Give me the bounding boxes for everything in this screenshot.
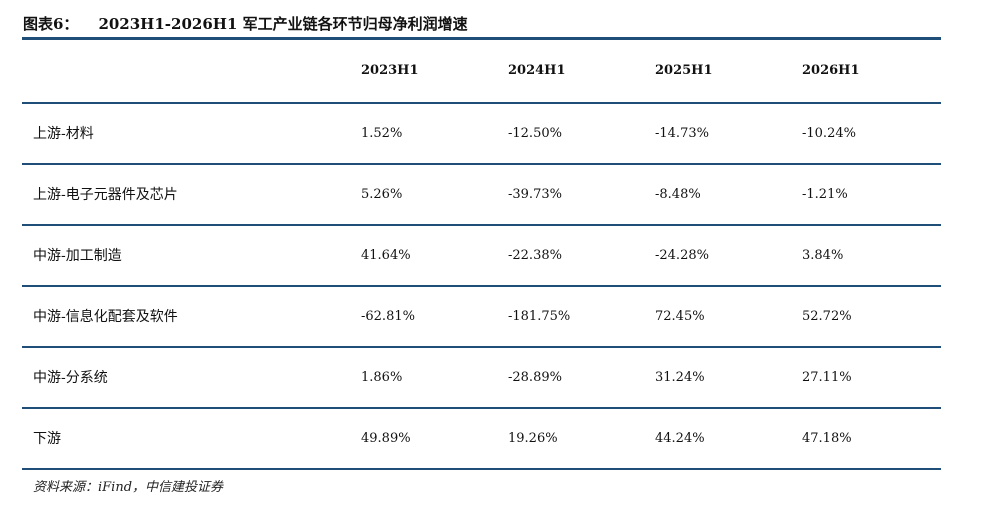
table-cell: 5.26%	[361, 186, 403, 202]
table-cell: 31.24%	[655, 369, 705, 385]
source-note: 资料来源：iFind，中信建投证券	[33, 480, 224, 495]
table-cell: 1.52%	[361, 125, 403, 141]
header-cell-2025h1: 2025H1	[655, 63, 713, 79]
table-cell: 44.24%	[655, 430, 705, 446]
profit-growth-table: 2023H1 2024H1 2025H1 2026H1 上游-材料 1.52% …	[22, 37, 941, 470]
table-cell: -14.73%	[655, 125, 709, 141]
data-table-container: 2023H1 2024H1 2025H1 2026H1 上游-材料 1.52% …	[22, 37, 941, 470]
row-label: 上游-材料	[33, 126, 94, 142]
table-cell: 41.64%	[361, 247, 411, 263]
table-row: 上游-电子元器件及芯片 5.26% -39.73% -8.48% -1.21%	[22, 164, 941, 225]
row-label: 中游-加工制造	[33, 248, 122, 264]
table-cell: -12.50%	[508, 125, 562, 141]
table-row: 中游-分系统 1.86% -28.89% 31.24% 27.11%	[22, 347, 941, 408]
row-label: 中游-信息化配套及软件	[33, 309, 178, 325]
table-cell: -62.81%	[361, 308, 415, 324]
table-cell: 49.89%	[361, 430, 411, 446]
figure-title-text: 2023H1-2026H1 军工产业链各环节归母净利润增速	[98, 15, 468, 33]
table-cell: -39.73%	[508, 186, 562, 202]
table-cell: 52.72%	[802, 308, 852, 324]
table-cell: 1.86%	[361, 369, 403, 385]
table-cell: 19.26%	[508, 430, 558, 446]
table-cell: -28.89%	[508, 369, 562, 385]
table-cell: -8.48%	[655, 186, 701, 202]
row-label: 中游-分系统	[33, 370, 108, 386]
table-header-row: 2023H1 2024H1 2025H1 2026H1	[22, 38, 941, 103]
header-cell-2024h1: 2024H1	[508, 63, 566, 79]
table-cell: -181.75%	[508, 308, 571, 324]
header-cell-blank	[22, 39, 361, 103]
table-cell: -24.28%	[655, 247, 709, 263]
row-label: 下游	[33, 431, 61, 447]
figure-title: 图表6： 2023H1-2026H1 军工产业链各环节归母净利润增速	[23, 11, 468, 37]
table-cell: -1.21%	[802, 186, 848, 202]
header-cell-2026h1: 2026H1	[802, 63, 860, 79]
table-row: 中游-加工制造 41.64% -22.38% -24.28% 3.84%	[22, 225, 941, 286]
table-row: 上游-材料 1.52% -12.50% -14.73% -10.24%	[22, 103, 941, 164]
table-row: 下游 49.89% 19.26% 44.24% 47.18%	[22, 408, 941, 469]
table-cell: 3.84%	[802, 247, 844, 263]
table-cell: -22.38%	[508, 247, 562, 263]
header-cell-2023h1: 2023H1	[361, 63, 419, 79]
row-label: 上游-电子元器件及芯片	[33, 187, 178, 203]
figure-label: 图表6：	[23, 15, 79, 33]
table-cell: -10.24%	[802, 125, 856, 141]
table-row: 中游-信息化配套及软件 -62.81% -181.75% 72.45% 52.7…	[22, 286, 941, 347]
table-cell: 72.45%	[655, 308, 705, 324]
table-cell: 27.11%	[802, 369, 852, 385]
table-cell: 47.18%	[802, 430, 852, 446]
